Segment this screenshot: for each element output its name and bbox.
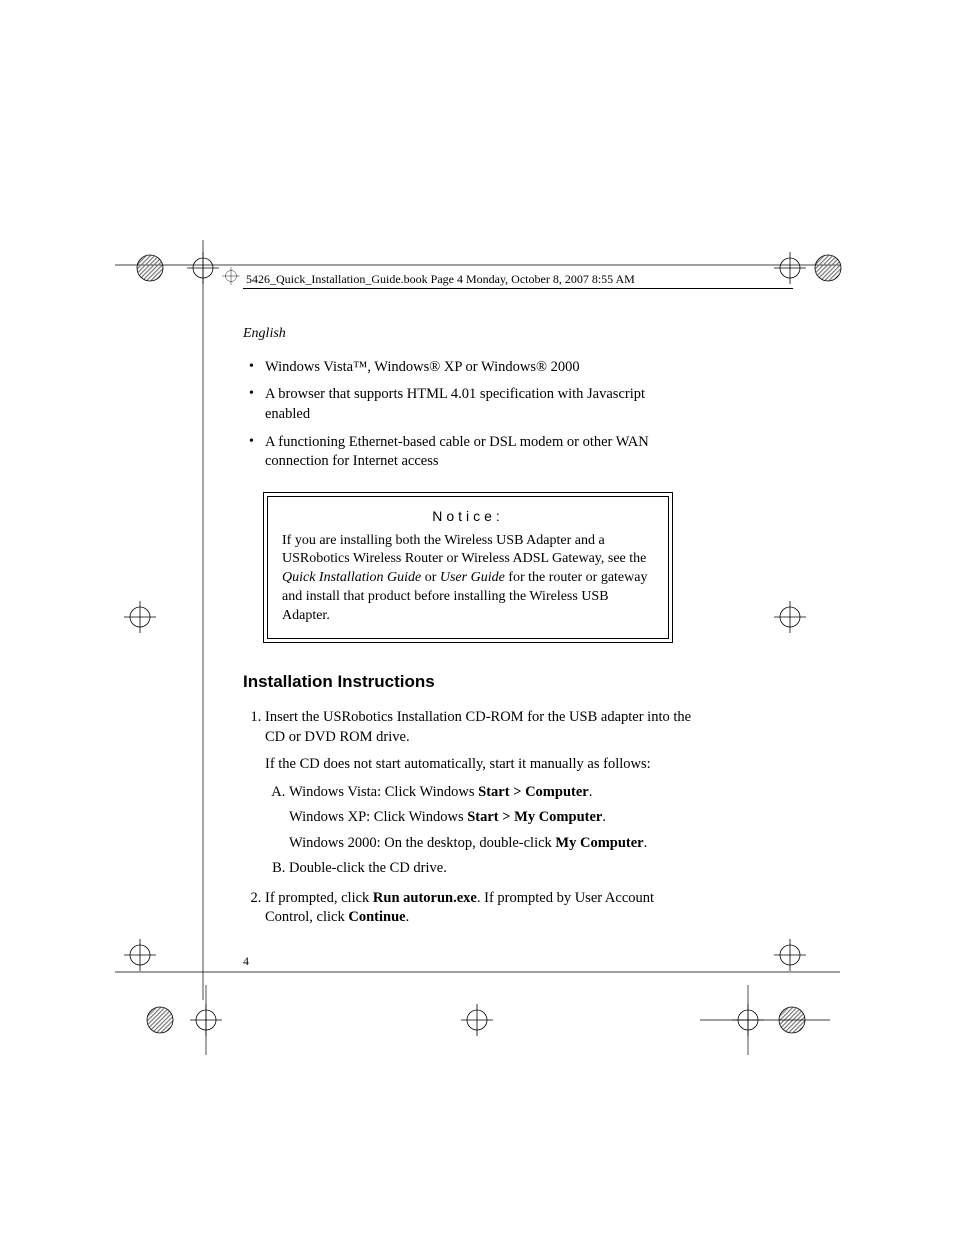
printer-marks: [0, 0, 954, 1235]
